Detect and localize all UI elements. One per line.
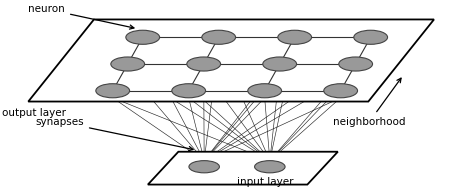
Polygon shape	[28, 19, 434, 101]
Ellipse shape	[126, 30, 160, 44]
Text: neighborhood: neighborhood	[333, 78, 406, 127]
Ellipse shape	[263, 57, 297, 71]
Ellipse shape	[255, 161, 285, 173]
Ellipse shape	[111, 57, 145, 71]
Text: neuron: neuron	[28, 4, 134, 29]
Polygon shape	[148, 152, 338, 184]
Ellipse shape	[324, 84, 357, 98]
Ellipse shape	[248, 84, 282, 98]
Ellipse shape	[172, 84, 206, 98]
Ellipse shape	[339, 57, 373, 71]
Ellipse shape	[187, 57, 220, 71]
Ellipse shape	[278, 30, 311, 44]
Ellipse shape	[96, 84, 129, 98]
Ellipse shape	[202, 30, 236, 44]
Ellipse shape	[189, 161, 219, 173]
Text: synapses: synapses	[36, 117, 193, 151]
Text: input layer: input layer	[237, 177, 293, 187]
Ellipse shape	[354, 30, 388, 44]
Text: output layer: output layer	[2, 108, 66, 118]
